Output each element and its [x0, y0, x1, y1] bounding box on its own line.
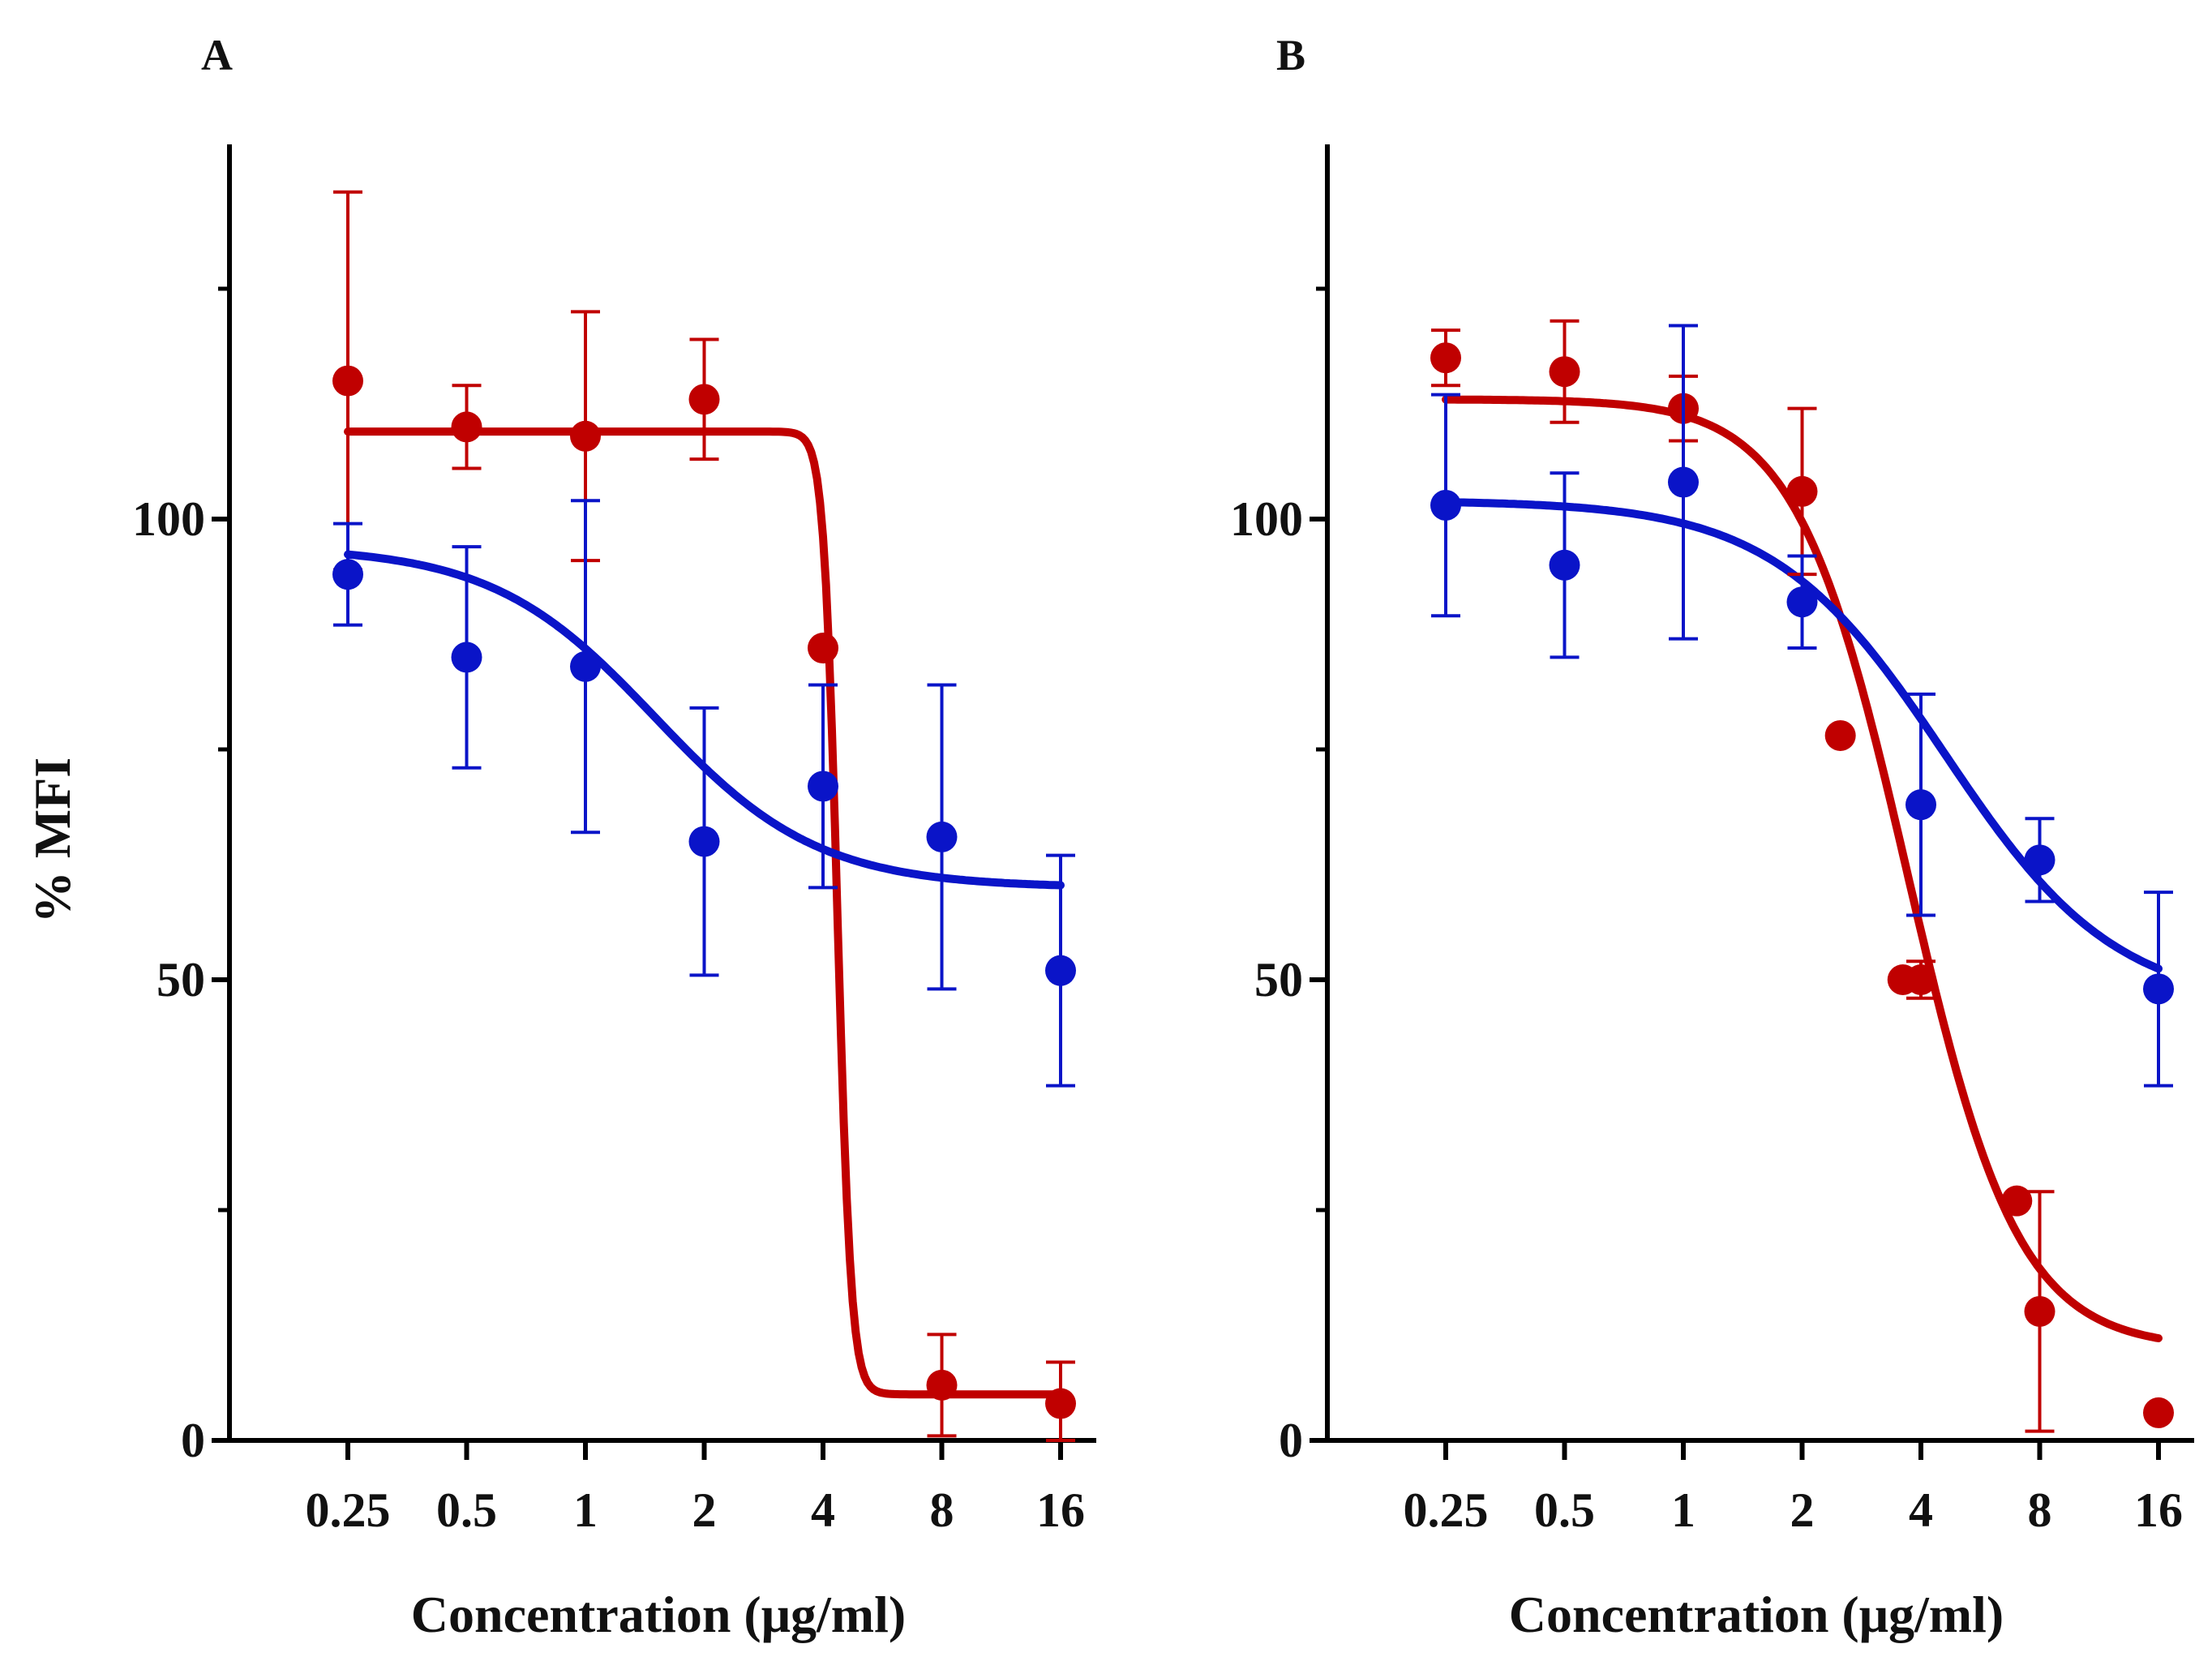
data-point-blue [332, 559, 363, 590]
y-tick-label: 0 [181, 1414, 205, 1467]
x-tick-label: 0.5 [1534, 1483, 1595, 1537]
data-point-blue [570, 650, 601, 682]
data-point-red [570, 420, 601, 452]
y-tick-label: 50 [156, 953, 205, 1007]
data-point-blue [1905, 789, 1936, 821]
x-tick-label: 0.25 [1404, 1483, 1489, 1537]
data-point-red [2143, 1397, 2174, 1428]
data-point-red [926, 1369, 958, 1401]
data-point-blue [1668, 466, 1699, 498]
data-point-red [1824, 719, 1856, 751]
data-point-blue [1786, 586, 1818, 618]
data-point-red [2024, 1295, 2056, 1327]
data-point-red [1549, 356, 1580, 388]
data-point-blue [808, 770, 838, 802]
x-tick-label: 4 [1909, 1483, 1933, 1537]
y-tick-label: 0 [1279, 1414, 1303, 1467]
data-point-red [1045, 1388, 1076, 1419]
data-point-red [1786, 475, 1818, 507]
y-axis-title: % MFI [24, 758, 81, 923]
data-point-blue [1045, 955, 1076, 986]
y-tick-label: 100 [132, 492, 205, 546]
x-tick-label: 2 [692, 1483, 717, 1537]
data-point-red [808, 633, 838, 664]
x-tick-label: 8 [930, 1483, 954, 1537]
data-point-blue [2143, 973, 2174, 1005]
x-axis-title: Concentration (μg/ml) [411, 1586, 906, 1643]
panel-b: B 0 50 100 0.25 0.5 1 2 4 8 16 Concentration (μg/ml… [1230, 31, 2194, 1643]
x-axis-title: Concentration (μg/ml) [1509, 1586, 2004, 1643]
data-point-blue [1549, 549, 1580, 581]
x-tick-label: 0.25 [306, 1483, 391, 1537]
panel-letter: B [1276, 31, 1305, 79]
x-tick-label: 1 [1671, 1483, 1695, 1537]
x-tick-label: 2 [1790, 1483, 1815, 1537]
x-tick-label: 16 [2134, 1483, 2183, 1537]
data-point-blue [926, 821, 958, 852]
panel-a: A 0 50 100 0.25 0.5 1 2 4 8 16 Concentration (μg/ml… [132, 31, 1096, 1643]
data-point-blue [451, 642, 482, 673]
panel-letter: A [201, 31, 233, 79]
data-point-red [2001, 1185, 2033, 1217]
data-point-blue [1430, 489, 1461, 521]
x-tick-label: 1 [573, 1483, 598, 1537]
x-tick-label: 8 [2028, 1483, 2052, 1537]
x-tick-label: 4 [811, 1483, 835, 1537]
y-tick-label: 100 [1230, 492, 1303, 546]
data-point-red [1905, 964, 1936, 995]
y-tick-label: 50 [1254, 953, 1303, 1007]
data-point-red [688, 384, 720, 415]
data-point-red [1430, 342, 1461, 374]
x-tick-label: 0.5 [436, 1483, 497, 1537]
data-point-red [451, 411, 482, 443]
data-point-blue [2024, 844, 2056, 876]
data-point-red [332, 365, 363, 397]
x-tick-label: 16 [1036, 1483, 1085, 1537]
data-point-blue [688, 826, 720, 857]
